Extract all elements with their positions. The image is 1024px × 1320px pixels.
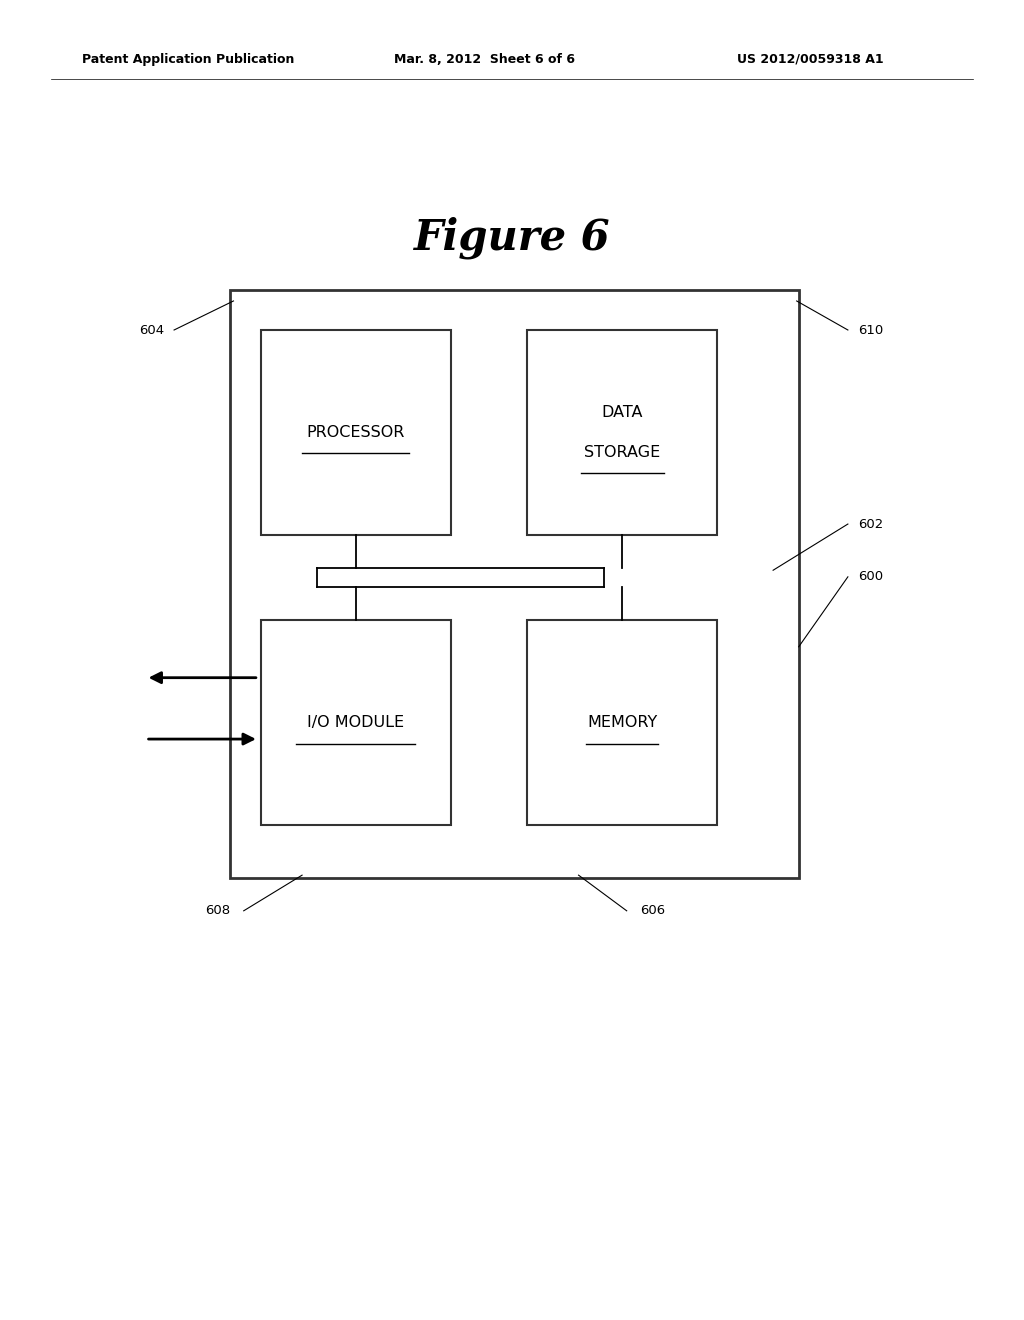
Text: DATA: DATA: [601, 405, 643, 420]
Text: US 2012/0059318 A1: US 2012/0059318 A1: [737, 53, 884, 66]
Text: Mar. 8, 2012  Sheet 6 of 6: Mar. 8, 2012 Sheet 6 of 6: [394, 53, 575, 66]
Text: 610: 610: [858, 323, 883, 337]
Bar: [527, 620, 717, 825]
Text: 608: 608: [206, 904, 230, 917]
Bar: [527, 330, 717, 535]
Bar: [261, 620, 451, 825]
Bar: [230, 290, 799, 878]
Text: Figure 6: Figure 6: [414, 216, 610, 259]
Text: 604: 604: [139, 323, 164, 337]
Text: PROCESSOR: PROCESSOR: [306, 425, 406, 440]
Text: 602: 602: [858, 517, 883, 531]
Text: I/O MODULE: I/O MODULE: [307, 715, 404, 730]
Text: 606: 606: [640, 904, 665, 917]
Text: MEMORY: MEMORY: [587, 715, 657, 730]
Text: Patent Application Publication: Patent Application Publication: [82, 53, 294, 66]
Text: STORAGE: STORAGE: [584, 445, 660, 459]
Text: 600: 600: [858, 570, 883, 583]
Bar: [261, 330, 451, 535]
